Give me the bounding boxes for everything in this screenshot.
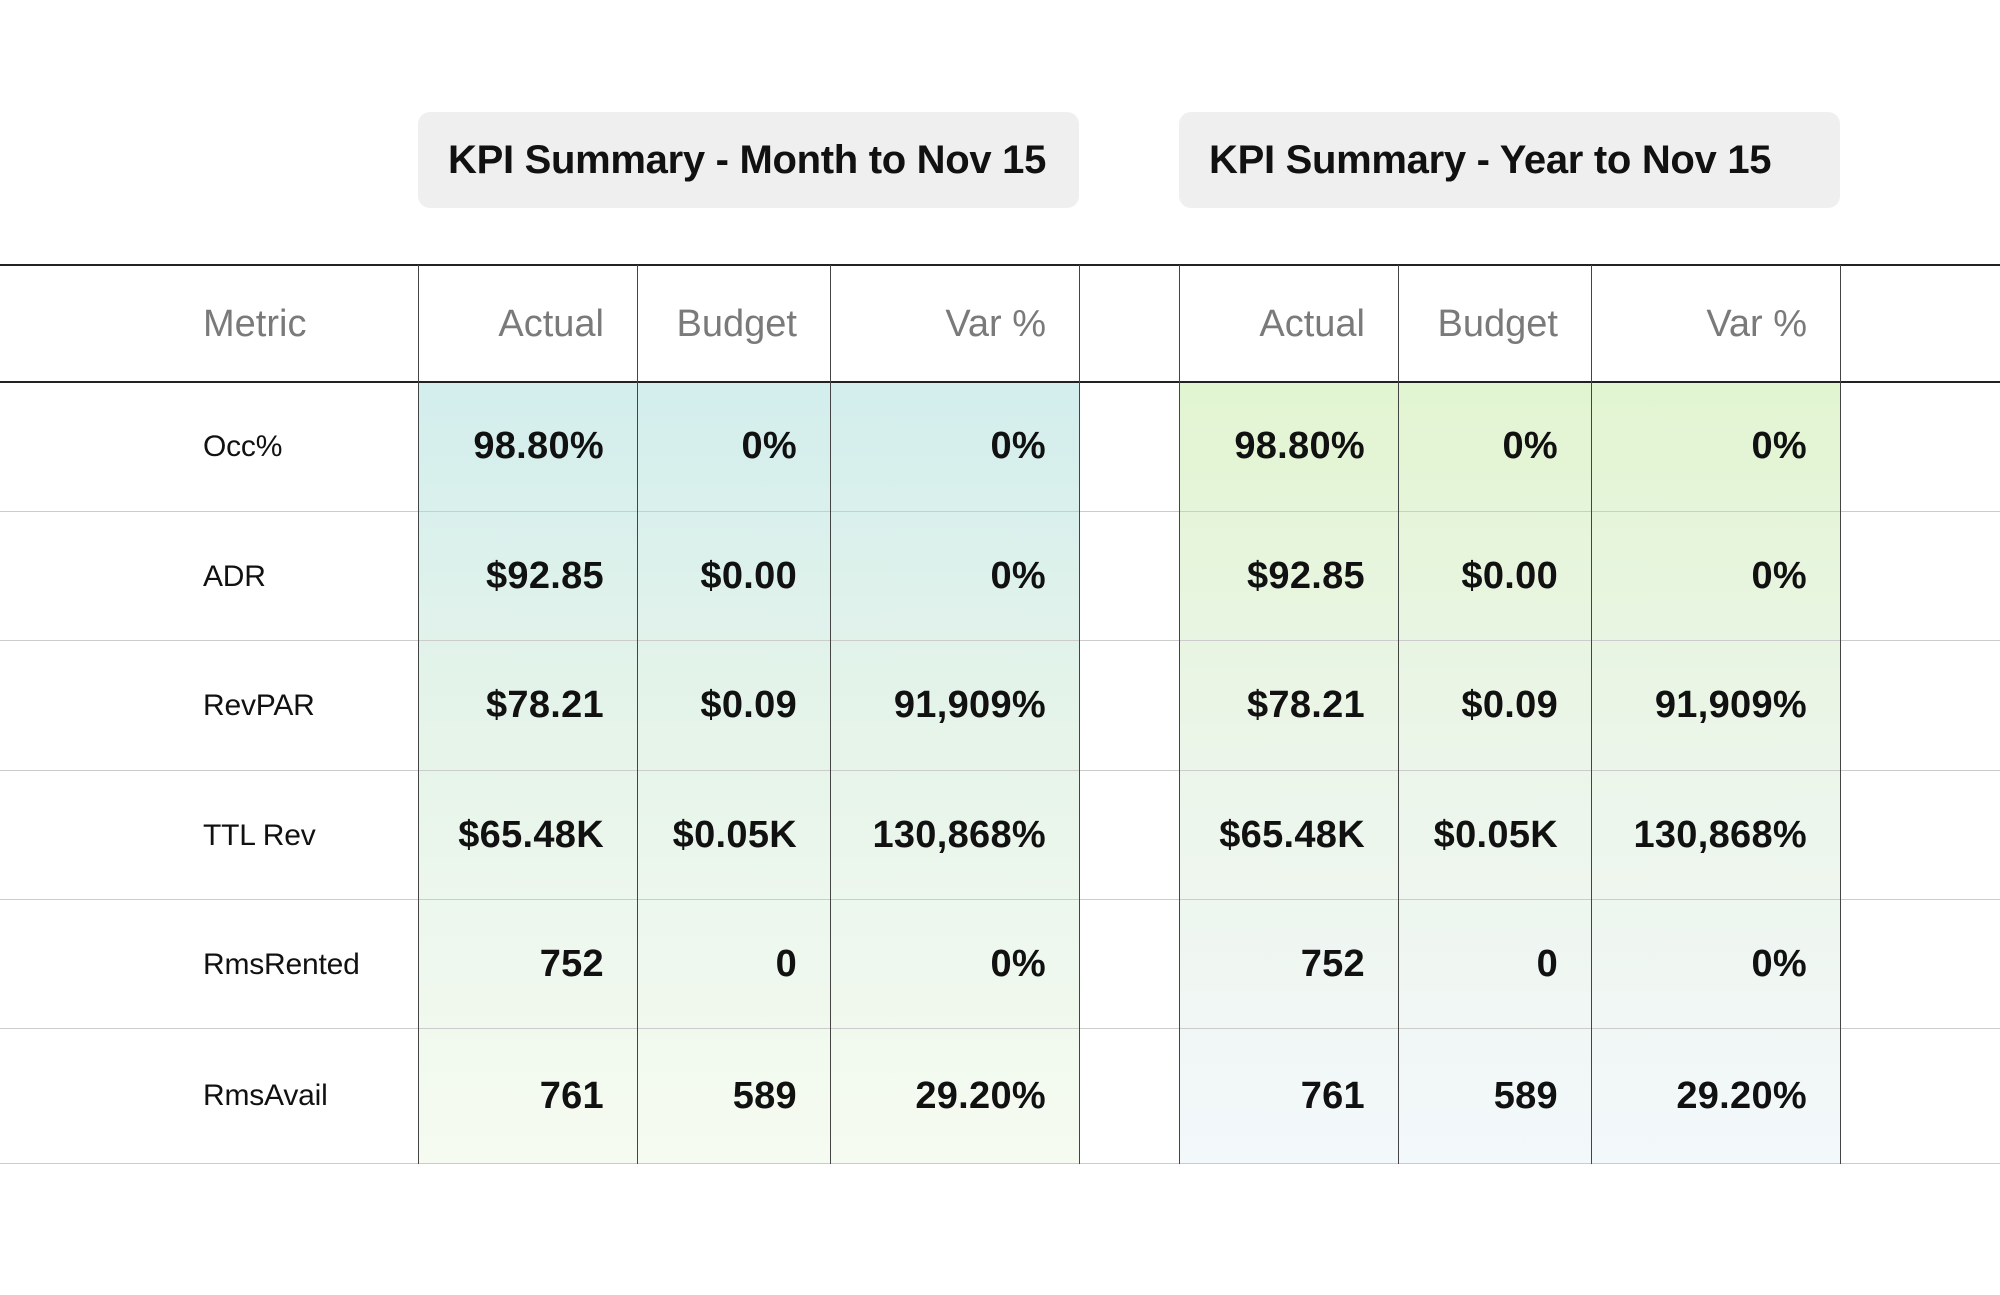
year-var-value: 0% xyxy=(1751,943,1807,985)
month-var-value: 91,909% xyxy=(893,684,1046,726)
column-divider xyxy=(1179,265,1180,1164)
header-metric: Metric xyxy=(203,302,307,345)
year-budget-value: 589 xyxy=(1493,1074,1558,1117)
month-actual-value: 98.80% xyxy=(473,425,604,467)
column-divider xyxy=(1591,265,1592,1164)
metric-label: TTL Rev xyxy=(203,818,316,852)
row-divider xyxy=(0,1028,2000,1029)
year-var-value: 0% xyxy=(1751,555,1807,597)
year-actual-value: $92.85 xyxy=(1246,555,1365,597)
metric-label: ADR xyxy=(203,559,266,593)
table-top-border xyxy=(0,264,2000,266)
header-month-budget: Budget xyxy=(676,302,797,345)
row-divider xyxy=(0,511,2000,512)
year-budget-value: $0.09 xyxy=(1461,684,1558,726)
year-var-value: 130,868% xyxy=(1633,814,1807,856)
year-budget-value: $0.05K xyxy=(1433,814,1558,856)
month-actual-value: $78.21 xyxy=(485,684,604,726)
metric-label: RevPAR xyxy=(203,688,315,722)
column-divider xyxy=(418,265,419,1164)
month-var-value: 0% xyxy=(990,425,1046,467)
month-actual-value: 761 xyxy=(539,1074,604,1117)
header-year-actual: Actual xyxy=(1259,302,1365,345)
month-budget-value: $0.09 xyxy=(700,684,797,726)
year-actual-value: 752 xyxy=(1300,943,1365,985)
year-budget-value: $0.00 xyxy=(1461,555,1558,597)
row-divider xyxy=(0,640,2000,641)
month-budget-value: 0% xyxy=(741,425,797,467)
month-budget-value: 589 xyxy=(732,1074,797,1117)
year-section-title: KPI Summary - Year to Nov 15 xyxy=(1179,112,1840,208)
year-budget-value: 0% xyxy=(1502,425,1558,467)
metric-label: RmsAvail xyxy=(203,1079,328,1112)
year-budget-value: 0 xyxy=(1536,943,1558,985)
month-var-value: 130,868% xyxy=(872,814,1046,856)
year-actual-value: 761 xyxy=(1300,1074,1365,1117)
column-divider xyxy=(1840,265,1841,1164)
month-budget-value: $0.05K xyxy=(672,814,797,856)
row-divider xyxy=(0,899,2000,900)
column-divider xyxy=(637,265,638,1164)
year-var-value: 91,909% xyxy=(1654,684,1807,726)
year-actual-value: $65.48K xyxy=(1219,814,1365,856)
year-var-value: 0% xyxy=(1751,425,1807,467)
year-table-background xyxy=(1179,382,1840,1163)
header-year-var: Var % xyxy=(1706,302,1807,345)
metric-label: RmsRented xyxy=(203,947,360,981)
month-actual-value: $65.48K xyxy=(458,814,604,856)
column-divider xyxy=(1398,265,1399,1164)
year-actual-value: 98.80% xyxy=(1234,425,1365,467)
header-month-var: Var % xyxy=(945,302,1046,345)
year-actual-value: $78.21 xyxy=(1246,684,1365,726)
month-table-background xyxy=(418,382,1079,1163)
metric-label: Occ% xyxy=(203,429,283,463)
month-var-value: 29.20% xyxy=(915,1074,1046,1117)
month-actual-value: 752 xyxy=(539,943,604,985)
column-divider xyxy=(830,265,831,1164)
month-budget-value: $0.00 xyxy=(700,555,797,597)
header-bottom-border xyxy=(0,381,2000,383)
table-bottom-border xyxy=(0,1163,2000,1164)
year-var-value: 29.20% xyxy=(1676,1074,1807,1117)
month-var-value: 0% xyxy=(990,555,1046,597)
column-divider xyxy=(1079,265,1080,1164)
month-actual-value: $92.85 xyxy=(485,555,604,597)
month-budget-value: 0 xyxy=(775,943,797,985)
header-year-budget: Budget xyxy=(1437,302,1558,345)
header-month-actual: Actual xyxy=(498,302,604,345)
row-divider xyxy=(0,770,2000,771)
month-var-value: 0% xyxy=(990,943,1046,985)
month-section-title: KPI Summary - Month to Nov 15 xyxy=(418,112,1079,208)
